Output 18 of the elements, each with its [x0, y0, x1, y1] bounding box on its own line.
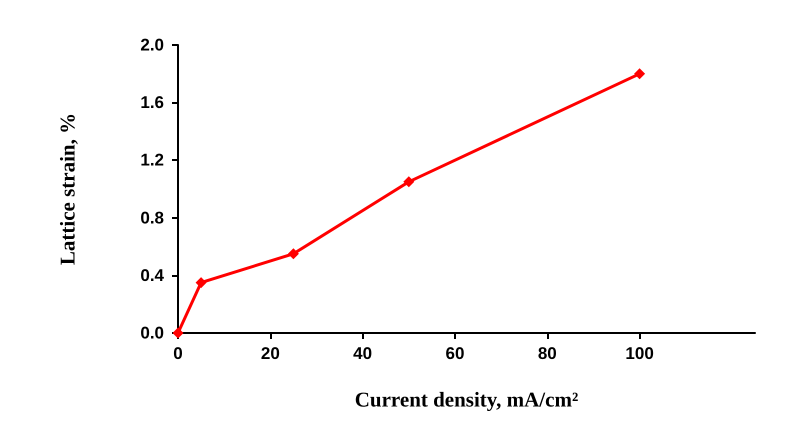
- x-tick-label: 100: [625, 344, 654, 363]
- y-tick-label: 1.6: [140, 93, 164, 112]
- y-tick-label: 0.4: [140, 266, 165, 285]
- y-tick-label: 2.0: [140, 36, 164, 54]
- y-tick-label: 0.0: [140, 324, 164, 342]
- x-tick-label: 60: [446, 344, 464, 363]
- point: [196, 277, 207, 288]
- y-tick-label: 0.8: [140, 208, 164, 228]
- x-axis-title: Current density, mA/cm²: [354, 388, 578, 412]
- point: [634, 68, 646, 80]
- x-tick-label: 40: [353, 344, 372, 363]
- x-tick-label: 80: [538, 344, 557, 363]
- y-axis-title: Lattice strain, %: [56, 112, 80, 266]
- x-tick-label: 20: [260, 344, 280, 363]
- y-tick-label: 1.2: [140, 150, 164, 170]
- point: [288, 248, 299, 260]
- x-tick-label: 0: [173, 344, 183, 363]
- point: [403, 176, 414, 188]
